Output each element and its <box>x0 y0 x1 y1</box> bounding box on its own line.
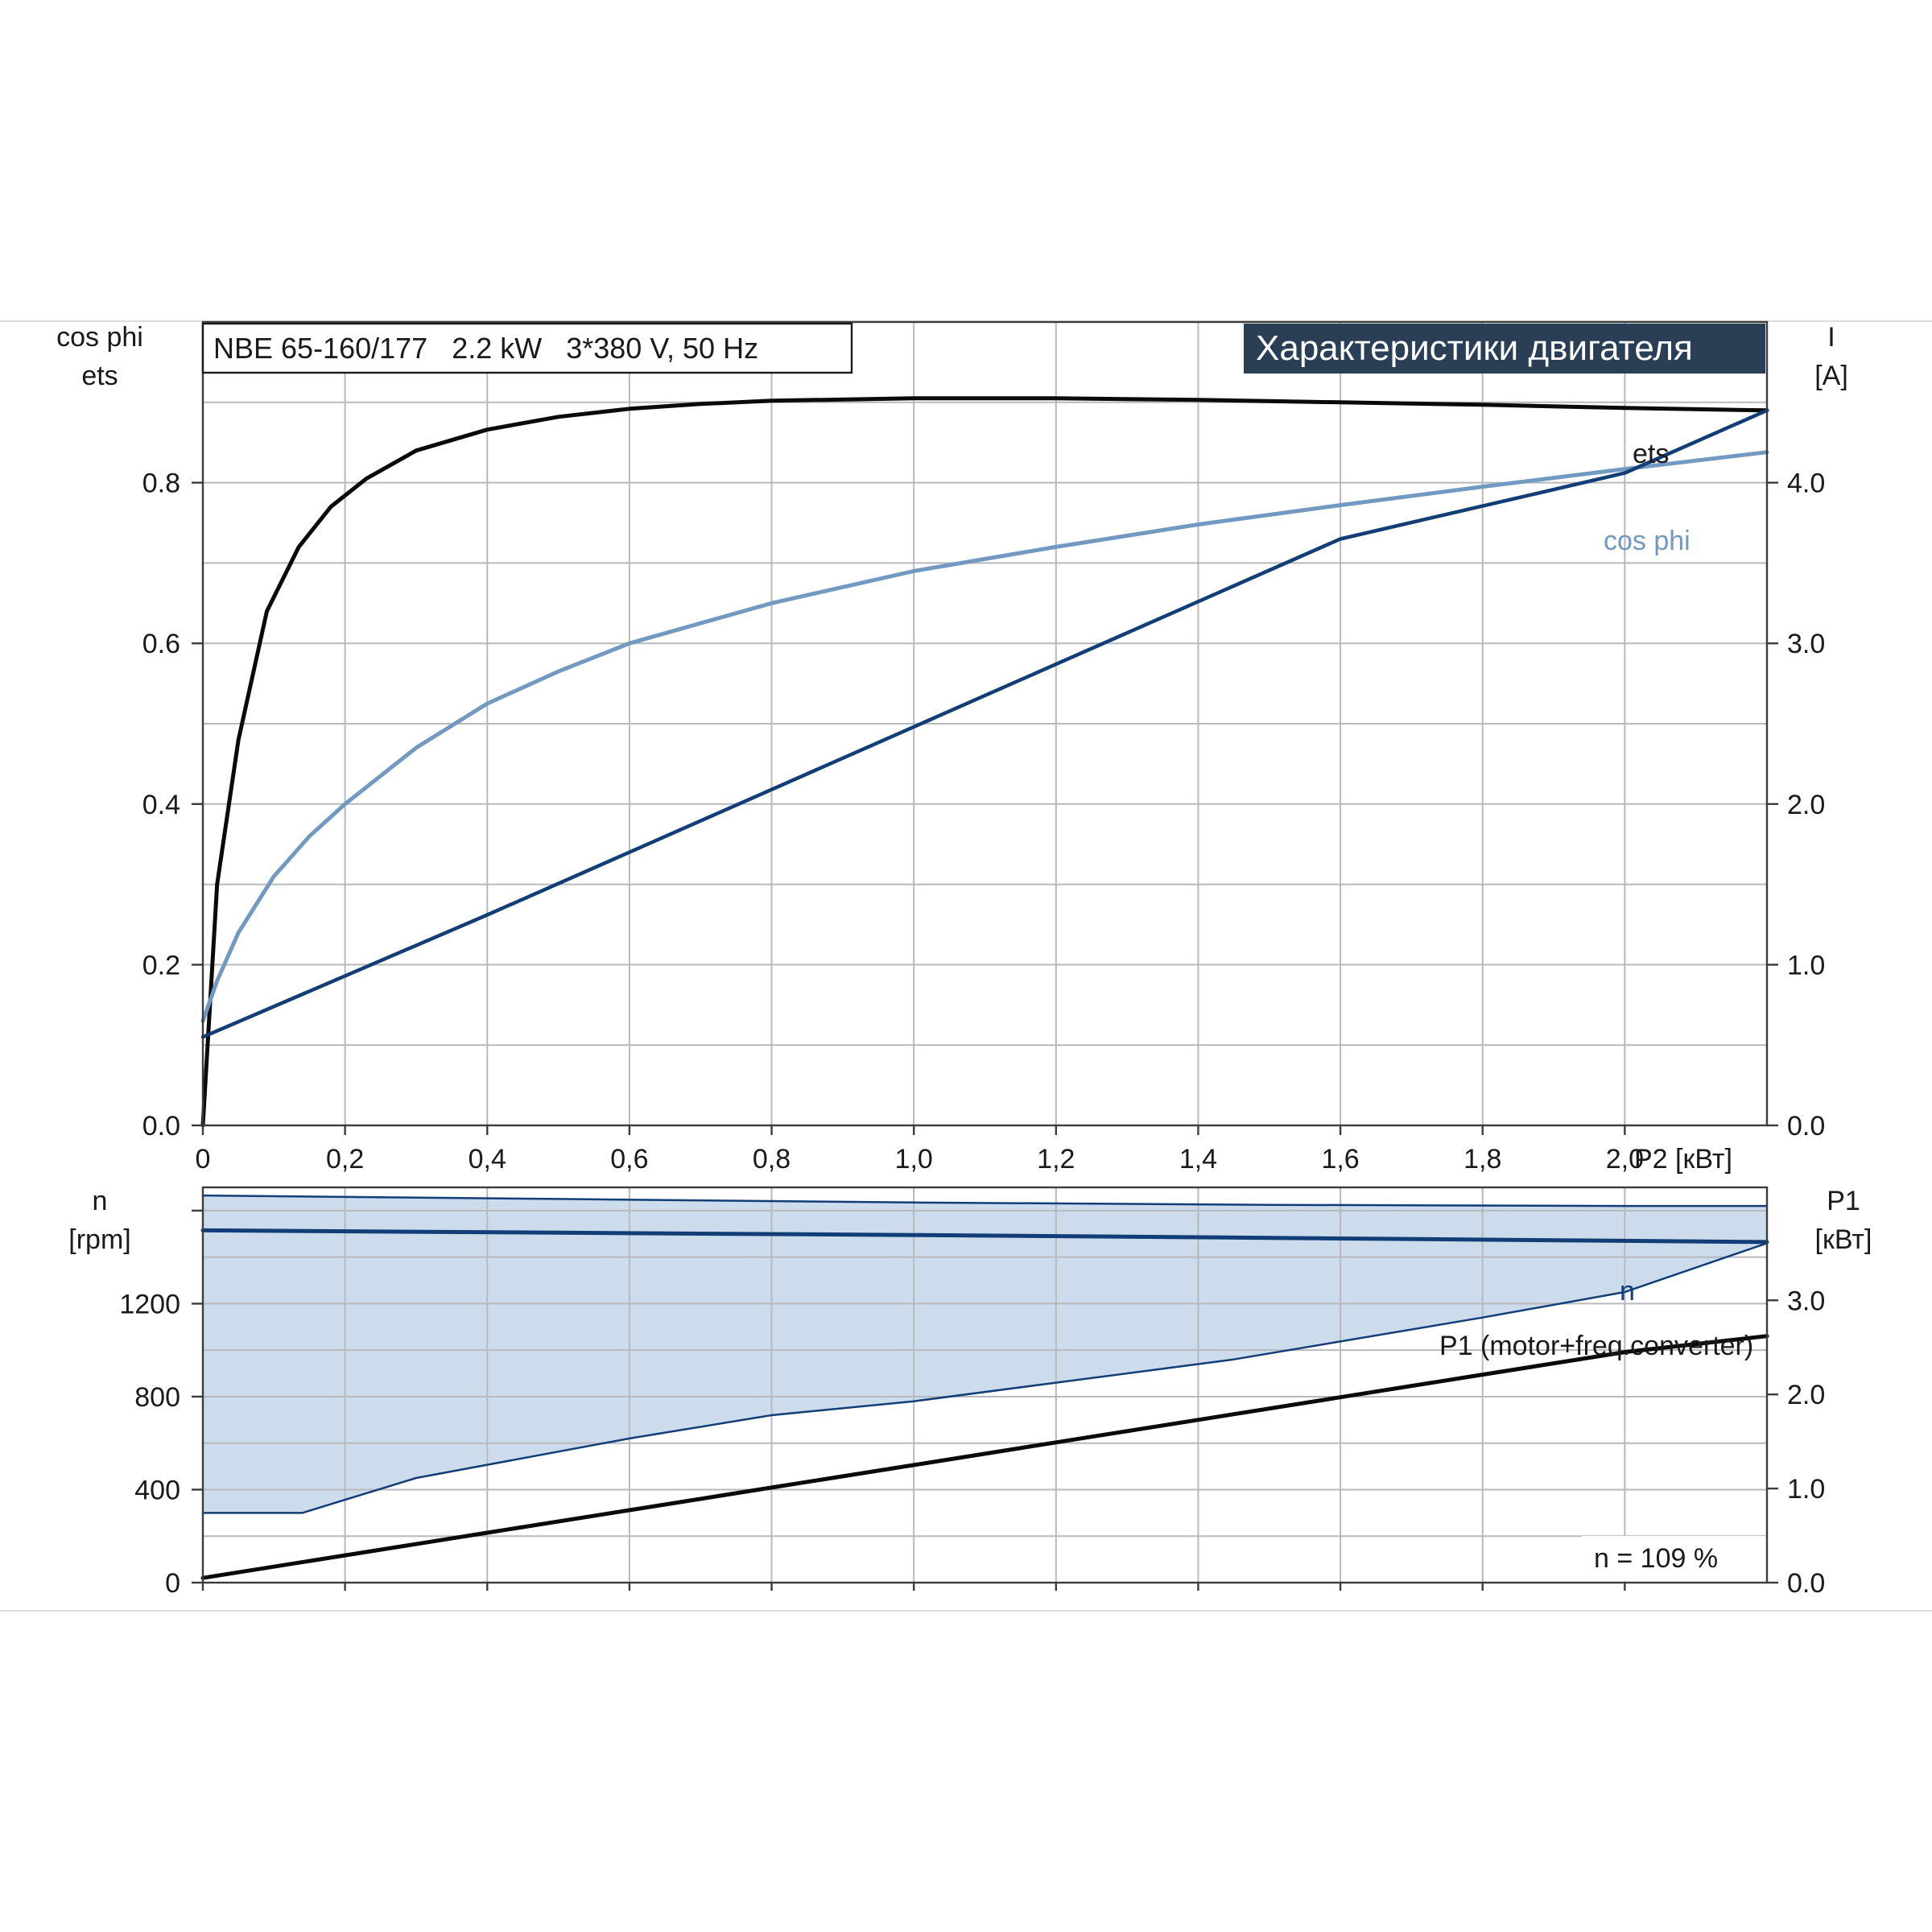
left-axis-tick-label: 0.8 <box>142 469 180 499</box>
bottom-left-axis-tick-label: 400 <box>134 1475 180 1505</box>
bottom-right-axis-label-line1: P1 <box>1827 1186 1860 1216</box>
speed-range-band <box>203 1195 1767 1513</box>
right-axis-label-line2: [A] <box>1814 361 1848 391</box>
bottom-right-axis-tick-label: 2.0 <box>1787 1380 1825 1410</box>
bottom-left-axis-tick-label: 1200 <box>119 1289 180 1319</box>
x-axis-tick-label: 1,0 <box>895 1144 933 1174</box>
chart-title: Характеристики двигателя <box>1256 328 1693 368</box>
left-axis-tick-label: 0.0 <box>142 1111 180 1141</box>
series-n-line <box>200 1228 1769 1245</box>
series-range-upper-line <box>201 1194 1769 1208</box>
series-cos-phi-line <box>200 450 1769 1023</box>
bottom-right-axis-tick-label: 1.0 <box>1787 1474 1825 1505</box>
x-axis-tick-label: 0 <box>196 1144 211 1174</box>
left-axis-label-line1: cos phi <box>56 322 143 353</box>
right-axis-tick-label: 4.0 <box>1787 469 1825 499</box>
left-axis-label-line2: ets <box>81 361 118 391</box>
bottom-left-axis-label-line1: n <box>93 1186 108 1216</box>
x-axis-tick-label: 1,2 <box>1037 1144 1075 1174</box>
x-axis-tick-label: 1,8 <box>1463 1144 1501 1174</box>
x-axis-tick-label: 0,4 <box>469 1144 506 1174</box>
right-axis-tick-label: 2.0 <box>1787 790 1825 820</box>
series-ets-line <box>200 396 1769 1128</box>
series-i-line <box>200 408 1769 1039</box>
chart-title-box <box>1244 324 1765 374</box>
bottom-left-axis-tick-label: 0 <box>165 1568 180 1599</box>
x-axis-label: P2 [кВт] <box>1634 1144 1732 1174</box>
right-axis-tick-label: 0.0 <box>1787 1111 1825 1141</box>
cosphi-curve-label: cos phi <box>1604 526 1690 556</box>
bottom-chart-ticks: 0 400 800 1200 0.0 1.0 2.0 3.0 <box>119 1209 1825 1599</box>
right-axis-tick-label: 3.0 <box>1787 629 1825 659</box>
x-axis-tick-label: 0,8 <box>753 1144 791 1174</box>
speed-range-area <box>203 1195 1767 1513</box>
model-label-box <box>201 322 853 374</box>
x-axis-tick-label: 0,6 <box>610 1144 648 1174</box>
bottom-right-axis-tick-label: 0.0 <box>1787 1568 1825 1599</box>
series-range-lower-line <box>201 1242 1769 1514</box>
right-axis-tick-label: 1.0 <box>1787 950 1825 980</box>
right-axis-label-line1: I <box>1827 322 1835 353</box>
bottom-plot-frame <box>201 1186 1769 1584</box>
left-axis-tick-label: 0.4 <box>142 790 180 820</box>
speed-percent-label: n = 109 % <box>1594 1543 1718 1574</box>
top-chart-ticks: 0.0 0.2 0.4 0.6 0.8 0.0 1.0 2.0 3.0 4.0 0 0,2 0,4 0,6… <box>142 469 1826 1174</box>
x-axis-tick-label: 1,4 <box>1179 1144 1217 1174</box>
left-axis-tick-label: 0.6 <box>142 629 180 659</box>
bottom-right-axis-tick-label: 3.0 <box>1787 1286 1825 1316</box>
bottom-left-axis-tick-label: 800 <box>134 1382 180 1413</box>
bottom-chart-curves <box>200 1194 1769 1580</box>
p1-curve-label: P1 (motor+freq.converter) <box>1439 1331 1753 1361</box>
x-axis-tick-label: 1,6 <box>1321 1144 1359 1174</box>
ets-curve-label: ets <box>1633 439 1669 469</box>
left-axis-tick-label: 0.2 <box>142 950 180 980</box>
bottom-right-axis-label-line2: [кВт] <box>1815 1224 1872 1255</box>
speed-percent-box <box>1582 1536 1765 1581</box>
top-chart-curves <box>200 396 1769 1128</box>
top-plot-frame <box>201 320 1769 1127</box>
bottom-left-axis-label-line2: [rpm] <box>68 1224 130 1255</box>
x-axis-tick-label: 2,0 <box>1606 1144 1644 1174</box>
model-label: NBE 65-160/177 2.2 kW 3*380 V, 50 Hz <box>213 332 758 365</box>
series-p1-motor-freq-converter--line <box>200 1334 1769 1580</box>
speed-curve-label: n <box>1620 1276 1635 1307</box>
x-axis-tick-label: 0,2 <box>326 1144 364 1174</box>
